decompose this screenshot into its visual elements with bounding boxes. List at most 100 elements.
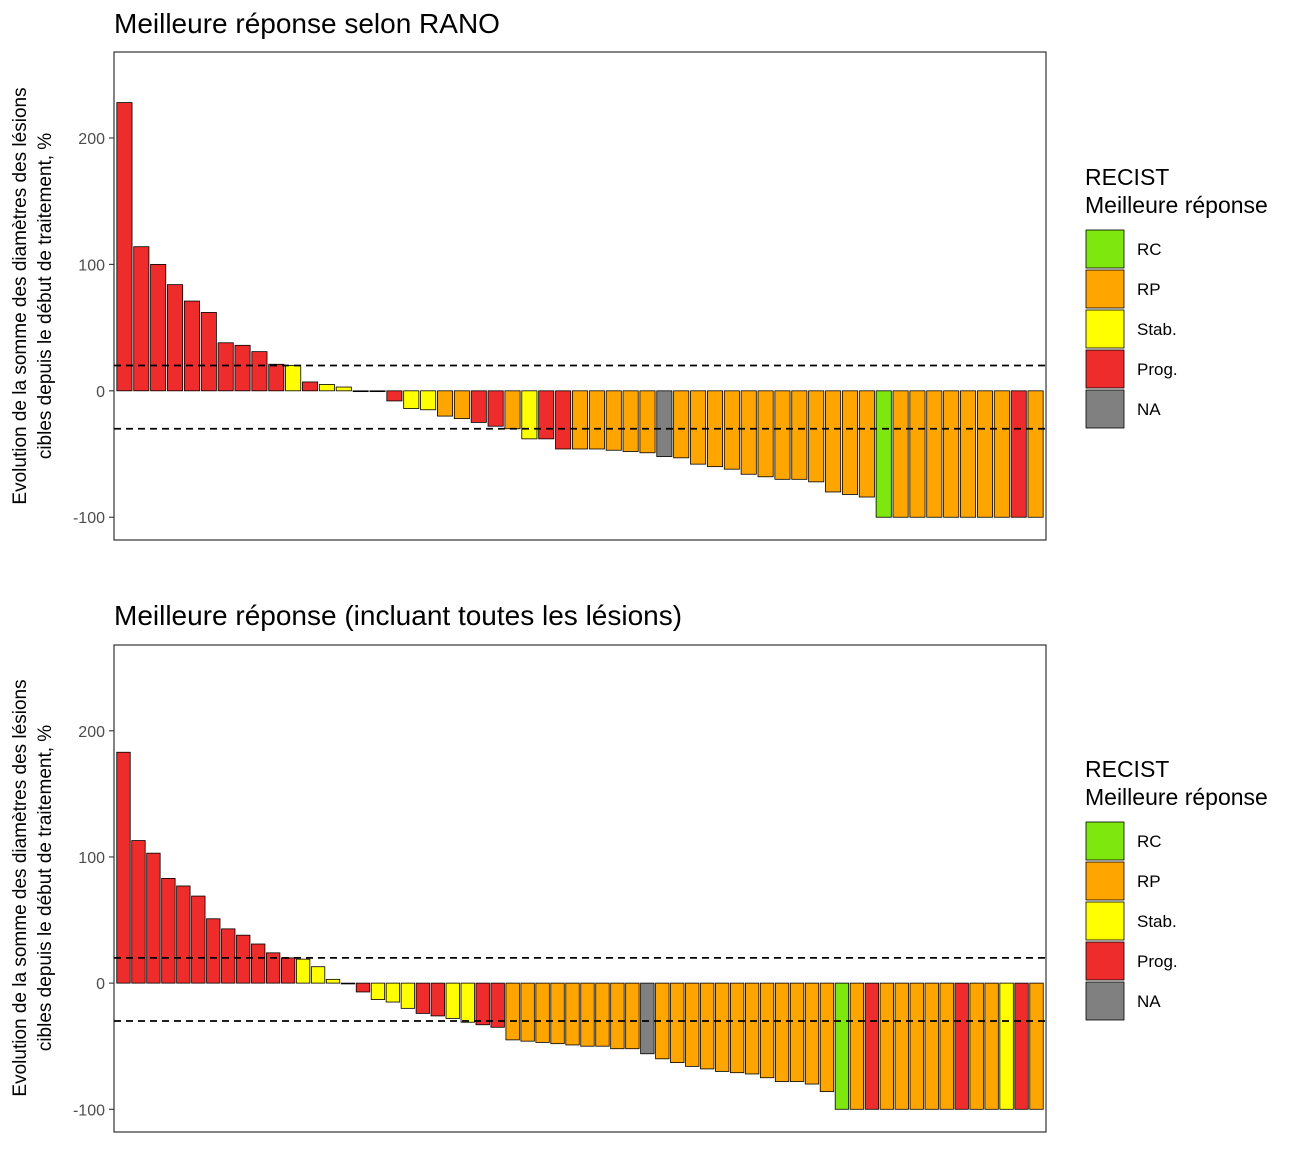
y-axis-title: Evolution de la somme des diamètres des …: [10, 679, 56, 1096]
y-tick-label: -100: [73, 510, 105, 527]
legend-title-line1: RECIST: [1085, 164, 1169, 190]
legend-title-line2: Meilleure réponse: [1085, 192, 1268, 218]
bar: [834, 982, 850, 1110]
bar: [969, 982, 984, 1110]
legend-swatch: [1085, 901, 1125, 941]
bar: [984, 982, 999, 1110]
y-tick-label: 100: [78, 257, 105, 274]
legend-items: RC RP Stab. Prog. NA: [1085, 229, 1178, 429]
legend-swatch: [1085, 821, 1125, 861]
legend-label: Stab.: [1137, 320, 1177, 339]
bar: [437, 390, 454, 417]
y-axis-label-line2: cibles depuis le début de traitement, %: [35, 133, 56, 459]
y-axis-label-line1: Evolution de la somme des diamètres des …: [10, 679, 31, 1096]
legend-label: Prog.: [1137, 360, 1178, 379]
bar: [150, 263, 167, 392]
bar: [791, 390, 808, 480]
bar: [740, 390, 757, 475]
bar: [825, 390, 842, 493]
bar: [588, 390, 605, 450]
bar: [1027, 390, 1044, 518]
bar: [774, 390, 791, 480]
bar: [555, 390, 572, 450]
bar: [520, 982, 535, 1042]
bar: [369, 390, 386, 393]
legend-swatch: [1085, 861, 1125, 901]
y-axis-title: Evolution de la somme des diamètres des …: [10, 87, 56, 504]
bar: [490, 982, 505, 1028]
legend-label: Stab.: [1137, 912, 1177, 931]
bar: [774, 982, 790, 1082]
y-tick-label: 0: [96, 384, 105, 401]
bar: [849, 982, 865, 1110]
bar: [176, 885, 191, 984]
y-tick-label: 200: [78, 724, 105, 741]
bar: [504, 390, 521, 430]
bar: [386, 390, 403, 402]
panel-title: Meilleure réponse selon RANO: [114, 8, 500, 39]
panel-all-lesions: Meilleure réponse (incluant toutes les l…: [10, 600, 1268, 1133]
bar: [325, 978, 341, 984]
bar: [521, 390, 538, 440]
bar: [470, 390, 487, 423]
legend-label: NA: [1137, 400, 1161, 419]
bar: [1029, 982, 1044, 1110]
bar: [690, 390, 707, 465]
legend-swatch: [1085, 389, 1125, 429]
bar: [236, 934, 251, 984]
bar: [715, 982, 730, 1072]
bar: [535, 982, 550, 1043]
bar: [251, 943, 266, 984]
legend-label: Prog.: [1137, 952, 1178, 971]
bar: [700, 982, 715, 1070]
panel-rano: Meilleure réponse selon RANO Evolution d…: [10, 8, 1268, 541]
bar: [744, 982, 760, 1075]
y-axis-label-line1: Evolution de la somme des diamètres des …: [10, 87, 31, 504]
bar: [819, 982, 835, 1093]
bar: [1010, 390, 1027, 518]
bar: [415, 982, 430, 1014]
bar: [116, 102, 133, 392]
bar: [487, 390, 504, 427]
bar: [505, 982, 520, 1041]
legend-swatch: [1085, 349, 1125, 389]
legend: RECIST Meilleure réponse RC RP Stab. Prog. N…: [1085, 756, 1268, 1021]
bar: [622, 390, 639, 452]
bar: [879, 982, 894, 1110]
bar: [420, 390, 437, 411]
legend-title-line1: RECIST: [1085, 756, 1169, 782]
bar: [565, 982, 580, 1046]
bar: [656, 390, 673, 457]
bar: [310, 966, 326, 984]
bar: [757, 390, 774, 478]
bars-layer: [116, 751, 1044, 1110]
bar: [131, 840, 146, 984]
y-tick-label: 200: [78, 131, 105, 148]
y-axis-label-line2: cibles depuis le début de traitement, %: [35, 725, 56, 1051]
y-tick-label: 100: [78, 850, 105, 867]
bar: [318, 384, 335, 392]
bar: [280, 957, 296, 984]
bar: [572, 390, 588, 450]
bar: [804, 982, 820, 1085]
bar: [430, 982, 445, 1017]
legend: RECIST Meilleure réponse RC RP Stab. Prog. N…: [1085, 164, 1268, 429]
bar: [605, 390, 622, 451]
bar: [206, 918, 221, 984]
bar: [841, 390, 858, 495]
y-tick-label: 0: [96, 976, 105, 993]
bar: [268, 363, 285, 392]
bar: [892, 390, 909, 518]
legend-label: RC: [1137, 240, 1162, 259]
bar: [926, 390, 943, 518]
bar: [146, 852, 161, 984]
bar: [999, 982, 1014, 1110]
bar: [538, 390, 555, 440]
bar: [640, 982, 655, 1055]
legend-swatch: [1085, 229, 1125, 269]
bar: [161, 878, 176, 984]
legend-swatch: [1085, 981, 1125, 1021]
bar: [385, 982, 401, 1003]
bar: [460, 982, 475, 1023]
bar: [789, 982, 805, 1082]
